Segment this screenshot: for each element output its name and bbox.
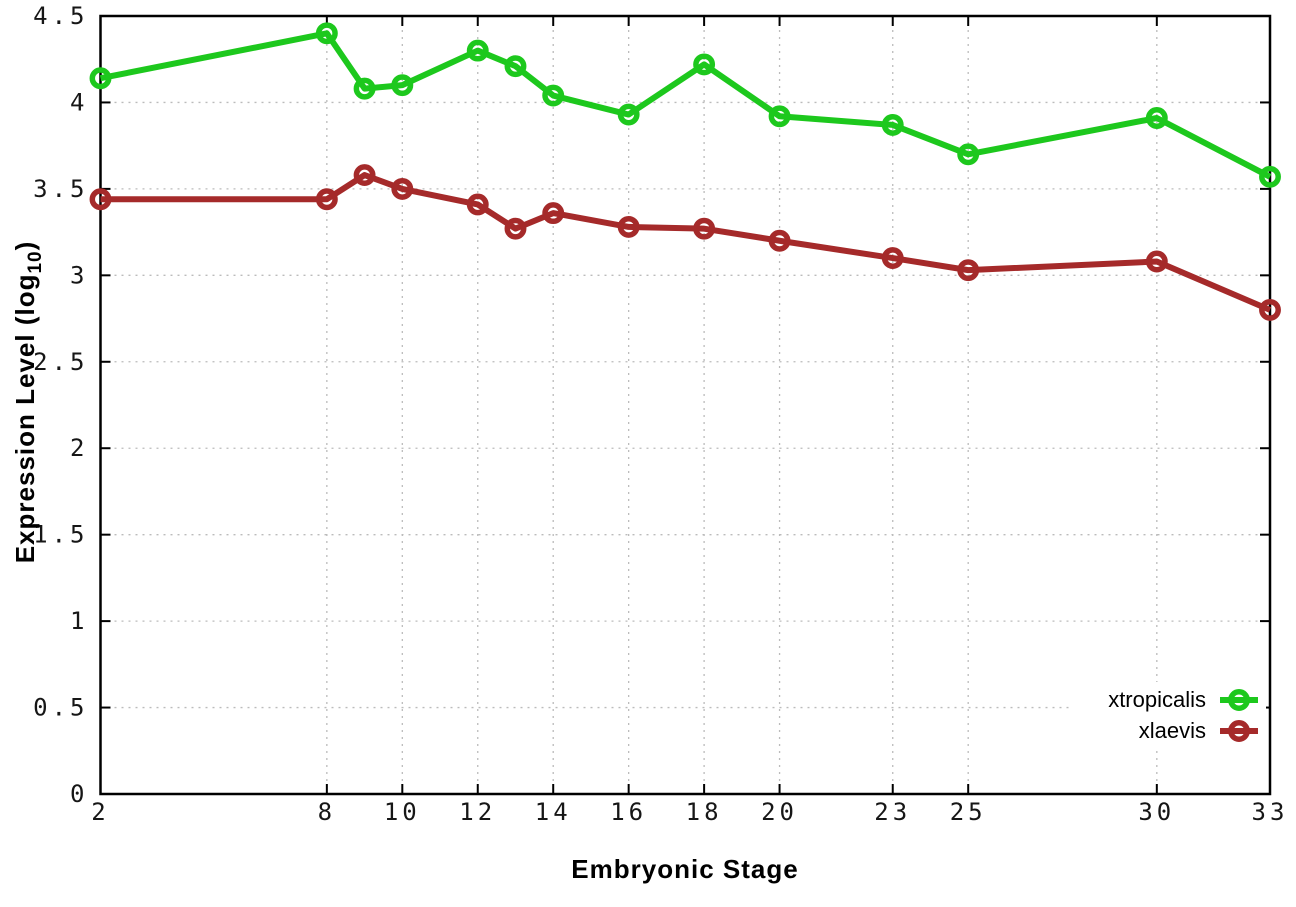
data-point-xlaevis <box>89 188 112 211</box>
data-point-xtropicalis <box>315 22 338 45</box>
x-tick-label: 16 <box>610 798 647 826</box>
data-point-xlaevis <box>1145 250 1168 273</box>
legend-label-xtropicalis: xtropicalis <box>1108 687 1206 712</box>
data-point-xtropicalis <box>504 55 527 78</box>
data-point-xlaevis <box>466 193 489 216</box>
x-tick-label: 23 <box>874 798 911 826</box>
data-point-xlaevis <box>1259 298 1281 321</box>
data-point-xtropicalis <box>768 105 791 128</box>
x-tick-label: 18 <box>686 798 723 826</box>
data-point-xtropicalis <box>391 74 414 97</box>
x-tick-label: 10 <box>384 798 421 826</box>
data-point-xtropicalis <box>466 39 489 62</box>
y-axis-title: Expression Level (log10) <box>10 241 46 564</box>
data-point-xtropicalis <box>89 67 112 90</box>
x-tick-label: 33 <box>1252 798 1289 826</box>
data-point-xlaevis <box>617 215 640 238</box>
y-tick-label: 2 <box>70 434 88 462</box>
y-tick-label: 2.5 <box>33 348 88 376</box>
data-point-xlaevis <box>693 217 716 240</box>
x-tick-label: 30 <box>1138 798 1175 826</box>
data-point-xtropicalis <box>881 113 904 136</box>
legend-sample-marker <box>1228 720 1250 742</box>
y-tick-label: 3 <box>70 261 88 289</box>
data-point-xlaevis <box>391 177 414 200</box>
data-point-xtropicalis <box>1259 165 1281 188</box>
data-point-xtropicalis <box>353 77 376 100</box>
y-tick-label: 3.5 <box>33 175 88 203</box>
series-line-xlaevis <box>100 172 1272 313</box>
data-point-xlaevis <box>542 202 565 225</box>
x-tick-label: 20 <box>761 798 798 826</box>
legend-label-xlaevis: xlaevis <box>1139 718 1206 743</box>
data-point-xlaevis <box>957 259 980 282</box>
legend-sample-marker <box>1228 689 1250 711</box>
x-axis-title: Embryonic Stage <box>571 854 798 884</box>
data-point-xlaevis <box>353 164 376 187</box>
data-point-xlaevis <box>504 217 527 240</box>
x-tick-label: 8 <box>318 798 336 826</box>
x-tick-label: 2 <box>91 798 109 826</box>
data-point-xtropicalis <box>1145 107 1168 129</box>
y-tick-label: 1 <box>70 607 88 635</box>
data-point-xlaevis <box>768 229 791 252</box>
x-tick-label: 12 <box>459 798 496 826</box>
data-point-xlaevis <box>881 247 904 269</box>
y-tick-label: 0.5 <box>33 694 88 722</box>
data-point-xlaevis <box>315 188 338 211</box>
x-tick-label: 25 <box>950 798 987 826</box>
data-point-xtropicalis <box>617 103 640 126</box>
data-point-xtropicalis <box>693 53 716 76</box>
chart-generated-content: 2 8 10 12 14 16 18 20 23 25 30 33 0 0.5 1 1.5 2 2.5 3 3.5 4 4… <box>33 2 1289 826</box>
data-point-xtropicalis <box>957 143 980 166</box>
y-tick-label: 1.5 <box>33 521 88 549</box>
y-tick-label: 4.5 <box>33 2 88 30</box>
x-tick-label: 14 <box>535 798 572 826</box>
y-tick-label: 4 <box>70 88 88 116</box>
y-tick-label: 0 <box>70 780 88 808</box>
plot-border <box>99 14 1272 796</box>
series-line-xtropicalis <box>99 30 1272 180</box>
data-point-xtropicalis <box>542 84 565 107</box>
